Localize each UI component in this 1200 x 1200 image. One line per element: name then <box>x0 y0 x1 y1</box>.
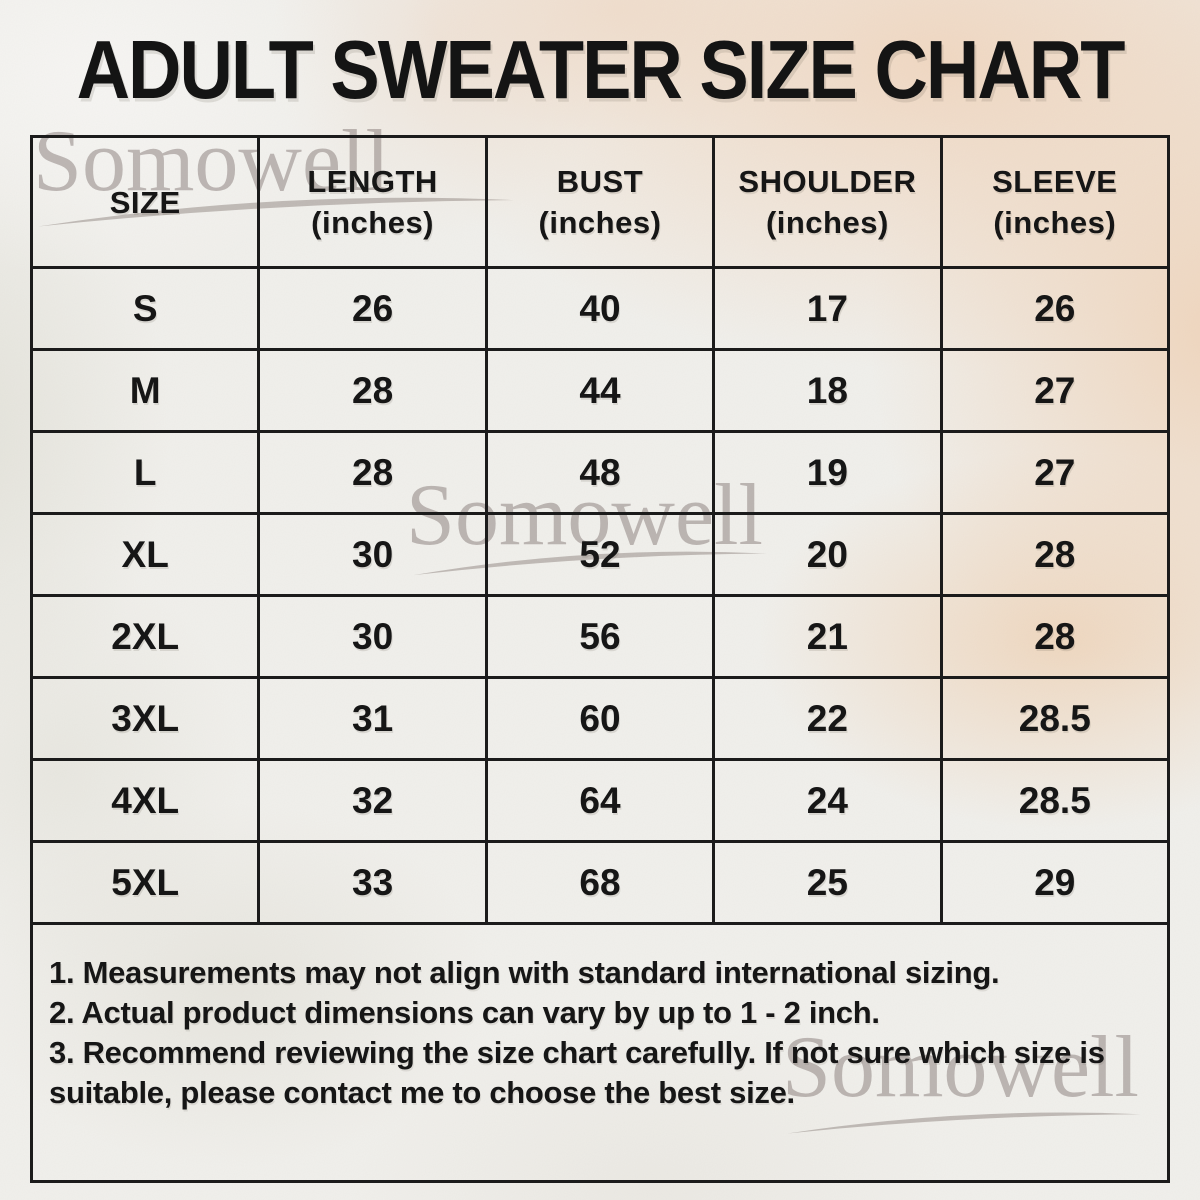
column-header-bust: BUST (inches) <box>484 135 716 269</box>
size-cell: 3XL <box>29 676 261 761</box>
size-cell: 2XL <box>29 594 261 679</box>
header-label: BUST <box>556 164 644 199</box>
bust-cell: 44 <box>484 348 716 433</box>
column-header-shoulder: SHOULDER (inches) <box>712 135 943 269</box>
sleeve-cell: 27 <box>939 430 1171 515</box>
column-header-sleeve: SLEEVE (inches) <box>939 135 1171 269</box>
page-title: ADULT SWEATER SIZE CHART <box>76 23 1126 117</box>
length-cell: 26 <box>257 266 488 351</box>
length-cell: 28 <box>257 348 488 433</box>
shoulder-cell: 25 <box>712 840 943 925</box>
shoulder-cell: 24 <box>712 758 943 843</box>
sleeve-cell: 26 <box>939 266 1171 351</box>
column-header-length: LENGTH (inches) <box>257 135 488 269</box>
table-row: 3XL 31 60 22 28.5 <box>29 676 1171 761</box>
shoulder-cell: 17 <box>712 266 943 351</box>
sleeve-cell: 28.5 <box>939 758 1171 843</box>
notes-box: 1. Measurements may not align with stand… <box>30 922 1170 1183</box>
bust-cell: 48 <box>484 430 716 515</box>
header-row: SIZE LENGTH (inches) BUST (inches) SHOUL… <box>29 135 1171 269</box>
bust-cell: 68 <box>484 840 716 925</box>
size-table-body: S 26 40 17 26 M 28 44 18 27 L 28 48 19 2… <box>29 266 1171 1183</box>
header-unit: (inches) <box>765 205 889 240</box>
column-header-size: SIZE <box>29 135 261 269</box>
header-unit: (inches) <box>311 205 435 240</box>
table-row: M 28 44 18 27 <box>29 348 1171 433</box>
header-label: SIZE <box>109 184 181 220</box>
size-cell: M <box>29 348 261 433</box>
header-label: SHOULDER <box>738 164 917 199</box>
header-unit: (inches) <box>993 205 1117 240</box>
size-table: SIZE LENGTH (inches) BUST (inches) SHOUL… <box>29 135 1171 1183</box>
sleeve-cell: 29 <box>939 840 1171 925</box>
bust-cell: 52 <box>484 512 716 597</box>
sleeve-cell: 28 <box>939 594 1171 679</box>
shoulder-cell: 22 <box>712 676 943 761</box>
shoulder-cell: 19 <box>712 430 943 515</box>
length-cell: 31 <box>257 676 488 761</box>
table-row: S 26 40 17 26 <box>29 266 1171 351</box>
size-cell: XL <box>29 512 261 597</box>
length-cell: 33 <box>257 840 488 925</box>
note-line: 1. Measurements may not align with stand… <box>49 955 1000 990</box>
size-cell: S <box>29 266 261 351</box>
size-table-header: SIZE LENGTH (inches) BUST (inches) SHOUL… <box>29 135 1171 269</box>
bust-cell: 40 <box>484 266 716 351</box>
length-cell: 32 <box>257 758 488 843</box>
bust-cell: 60 <box>484 676 716 761</box>
sleeve-cell: 28.5 <box>939 676 1171 761</box>
header-label: LENGTH <box>307 164 438 199</box>
table-row: 2XL 30 56 21 28 <box>29 594 1171 679</box>
size-cell: 4XL <box>29 758 261 843</box>
length-cell: 28 <box>257 430 488 515</box>
header-unit: (inches) <box>538 205 662 240</box>
notes-row: 1. Measurements may not align with stand… <box>30 922 1170 1183</box>
sleeve-cell: 27 <box>939 348 1171 433</box>
table-row: XL 30 52 20 28 <box>29 512 1171 597</box>
table-row: 4XL 32 64 24 28.5 <box>29 758 1171 843</box>
length-cell: 30 <box>257 512 488 597</box>
shoulder-cell: 18 <box>712 348 943 433</box>
shoulder-cell: 21 <box>712 594 943 679</box>
bust-cell: 56 <box>484 594 716 679</box>
note-line: 3. Recommend reviewing the size chart ca… <box>49 1035 1105 1110</box>
note-line: 2. Actual product dimensions can vary by… <box>49 995 880 1030</box>
size-cell: 5XL <box>29 840 261 925</box>
table-row: 5XL 33 68 25 29 <box>29 840 1171 925</box>
table-row: L 28 48 19 27 <box>29 430 1171 515</box>
length-cell: 30 <box>257 594 488 679</box>
header-label: SLEEVE <box>992 164 1118 199</box>
size-cell: L <box>29 430 261 515</box>
sleeve-cell: 28 <box>939 512 1171 597</box>
shoulder-cell: 20 <box>712 512 943 597</box>
bust-cell: 64 <box>484 758 716 843</box>
